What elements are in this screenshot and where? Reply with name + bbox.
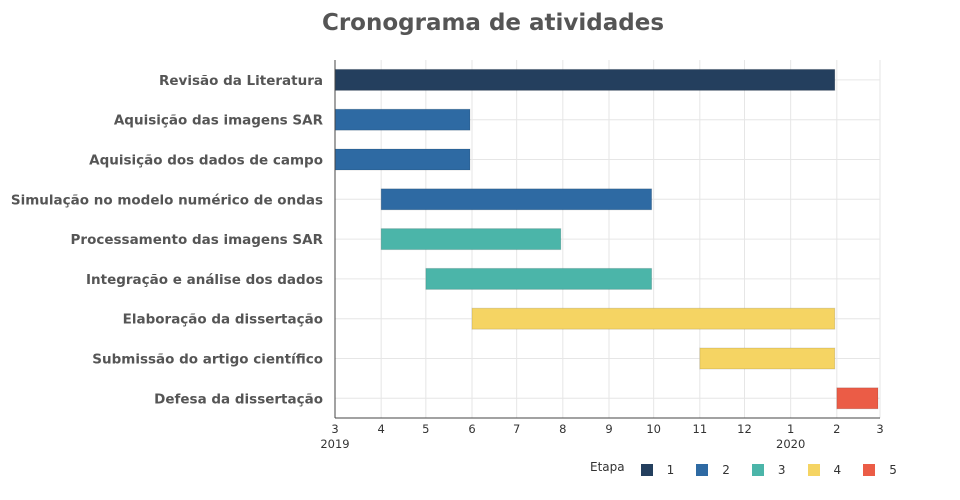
task-bar — [334, 108, 471, 131]
legend-title: Etapa — [590, 460, 625, 474]
category-label: Integração e análise dos dados — [86, 272, 323, 288]
legend-label: 3 — [777, 463, 786, 477]
x-tick-label: 1 — [787, 422, 794, 436]
task-bar — [380, 228, 562, 251]
category-label: Submissão do artigo científico — [92, 352, 323, 368]
x-tick-label: 3 — [876, 422, 883, 436]
x-tick-label: 4 — [377, 422, 384, 436]
legend-item[interactable]: 5 — [863, 463, 897, 477]
task-bar — [334, 148, 471, 171]
task-bar — [699, 347, 836, 370]
legend-label: 5 — [889, 463, 897, 477]
x-tick-label: 7 — [513, 422, 520, 436]
category-label: Simulação no modelo numérico de ondas — [11, 192, 323, 208]
task-bar — [471, 307, 836, 330]
x-year-label: 2020 — [776, 437, 805, 451]
legend-item[interactable]: 3 — [751, 463, 786, 477]
legend-item[interactable]: 1 — [640, 463, 675, 477]
category-label: Processamento das imagens SAR — [71, 232, 324, 248]
legend-label: 1 — [666, 463, 675, 477]
x-year-label: 2019 — [320, 437, 349, 451]
category-label: Elaboração da dissertação — [123, 312, 323, 328]
x-tick-label: 6 — [468, 422, 475, 436]
x-tick-label: 11 — [693, 422, 708, 436]
legend-label: 2 — [722, 463, 730, 477]
legend-label: 4 — [833, 463, 842, 477]
legend: Etapa 1 2 3 4 5 — [590, 460, 919, 477]
task-bar — [425, 267, 653, 290]
legend-swatch — [863, 464, 876, 476]
x-tick-label: 10 — [646, 422, 661, 436]
task-bar — [334, 68, 836, 91]
legend-swatch — [751, 464, 764, 476]
category-labels: Revisão da Literatura Aquisição das image… — [11, 73, 324, 407]
x-tick-label: 8 — [559, 422, 566, 436]
task-bar — [836, 387, 879, 410]
legend-item[interactable]: 4 — [807, 463, 842, 477]
category-label: Aquisição das imagens SAR — [114, 113, 324, 129]
task-bar — [380, 188, 653, 211]
x-tick-label: 9 — [605, 422, 612, 436]
x-tick-label: 12 — [737, 422, 752, 436]
x-tick-label: 2 — [833, 422, 840, 436]
legend-swatch — [807, 464, 820, 476]
category-label: Defesa da dissertação — [154, 391, 323, 407]
legend-item[interactable]: 2 — [696, 463, 730, 477]
x-tick-label: 3 — [331, 422, 338, 436]
x-tick-label: 5 — [422, 422, 429, 436]
bars — [334, 68, 879, 410]
category-label: Revisão da Literatura — [159, 73, 323, 89]
category-label: Aquisição dos dados de campo — [89, 153, 323, 169]
legend-swatch — [640, 464, 653, 476]
chart-title: Cronograma de atividades — [321, 10, 665, 36]
legend-swatch — [696, 464, 709, 476]
